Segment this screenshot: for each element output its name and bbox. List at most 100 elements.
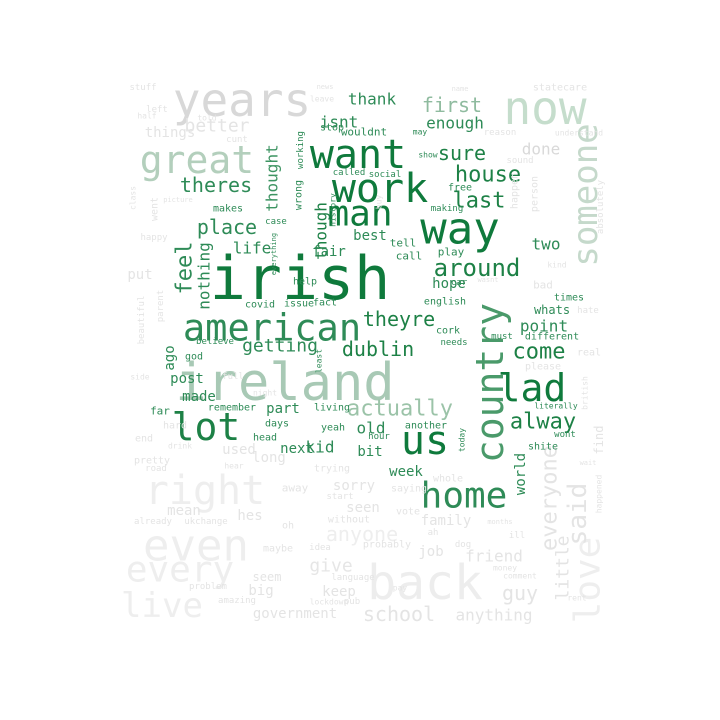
word-work: work: [332, 166, 428, 212]
word-far: far: [150, 405, 170, 418]
word-car: car: [451, 278, 468, 288]
word-job: job: [418, 544, 443, 560]
word-want: want: [310, 132, 406, 178]
word-pub: pub: [344, 597, 360, 607]
word-theres: theres: [180, 173, 252, 197]
word-lockdown: lockdown: [310, 598, 349, 607]
word-alway: alway: [510, 410, 576, 435]
word-idea: idea: [309, 543, 331, 553]
word-american: american: [183, 307, 361, 350]
word-two: two: [532, 235, 561, 254]
word-believe: believe: [196, 337, 234, 347]
word-next: next: [280, 441, 314, 457]
word-place: place: [197, 215, 257, 239]
word-mean: mean: [167, 503, 201, 519]
word-ah: ah: [428, 528, 439, 538]
word-start: start: [326, 492, 353, 502]
word-english: english: [424, 297, 466, 308]
word-name: name: [452, 85, 469, 93]
word-real: real: [577, 348, 601, 359]
word-days: days: [265, 419, 289, 430]
word-money: money: [493, 564, 517, 573]
word-friend: friend: [465, 547, 523, 566]
word-must: must: [491, 332, 513, 342]
word-covid: covid: [245, 300, 275, 311]
word-social: social: [369, 170, 402, 180]
word-wrong: wrong: [294, 180, 305, 210]
word-probably: probably: [363, 540, 411, 551]
word-told: told: [197, 114, 216, 123]
word-love: love: [568, 537, 609, 624]
word-makes: makes: [213, 204, 243, 215]
word-point: point: [520, 317, 568, 336]
word-happened: happened: [595, 475, 604, 514]
word-lot: lot: [172, 405, 241, 449]
word-back: back: [367, 555, 483, 611]
word-used: used: [222, 442, 256, 458]
word-problem: problem: [189, 582, 227, 592]
word-first: first: [422, 93, 482, 117]
word-whats: whats: [534, 303, 570, 317]
word-guy: guy: [502, 581, 538, 605]
word-stop: stop: [320, 123, 344, 134]
word-now: now: [503, 81, 586, 135]
word-theyre: theyre: [363, 307, 435, 331]
word-years: years: [173, 73, 311, 127]
word-actually: actually: [347, 397, 453, 422]
word-feel: feel: [173, 242, 198, 295]
word-fair: fair: [312, 244, 346, 260]
word-least: least: [315, 349, 324, 373]
word-cork: cork: [436, 326, 460, 337]
word-everyone: everyone: [538, 445, 563, 551]
word-enough: enough: [426, 114, 484, 133]
word-making: making: [431, 204, 464, 214]
word-seem: seem: [253, 570, 282, 584]
word-maybe: maybe: [263, 544, 293, 555]
word-end: end: [135, 434, 153, 445]
word-bad: bad: [533, 279, 553, 292]
word-anything: anything: [455, 606, 532, 625]
word-without: without: [328, 515, 370, 526]
word-home: home: [421, 476, 508, 517]
word-hes: hes: [237, 508, 262, 524]
word-life: life: [233, 239, 272, 258]
word-tell: tell: [390, 237, 417, 250]
word-hope: hope: [432, 276, 466, 292]
word-pay: pay: [393, 584, 408, 593]
word-world: world: [513, 453, 529, 495]
word-nothing: nothing: [195, 242, 214, 309]
word-already: already: [134, 517, 173, 527]
word-hard: hard: [163, 421, 187, 432]
word-whole: whole: [433, 474, 463, 485]
word-wont: wont: [554, 430, 576, 440]
word-happy: happy: [140, 233, 168, 243]
word-night: night: [253, 389, 277, 398]
word-case: case: [265, 217, 287, 227]
word-big: big: [248, 583, 273, 599]
word-language: language: [331, 573, 374, 583]
word-post: post: [170, 371, 204, 387]
word-stuff: stuff: [129, 83, 156, 93]
word-amazing: amazing: [218, 596, 256, 606]
word-hate: hate: [577, 306, 599, 316]
word-country: country: [468, 303, 512, 463]
word-person: person: [530, 176, 541, 212]
word-help: help: [293, 277, 317, 288]
word-said: said: [563, 483, 593, 546]
word-put: put: [127, 267, 152, 283]
word-sound: sound: [506, 156, 533, 166]
word-class: class: [129, 186, 138, 210]
word-us: us: [401, 418, 449, 464]
word-great: great: [140, 138, 254, 182]
word-british: british: [581, 376, 590, 410]
word-lad: lad: [498, 366, 567, 410]
word-week: week: [389, 464, 423, 480]
word-family: family: [421, 513, 472, 529]
word-house: house: [455, 163, 521, 188]
word-dog: dog: [455, 540, 471, 550]
word-side: side: [130, 373, 149, 382]
word-issue: issue: [284, 299, 314, 310]
word-leave: leave: [310, 95, 334, 104]
word-ireland: ireland: [175, 353, 394, 413]
word-way: way: [420, 204, 499, 255]
